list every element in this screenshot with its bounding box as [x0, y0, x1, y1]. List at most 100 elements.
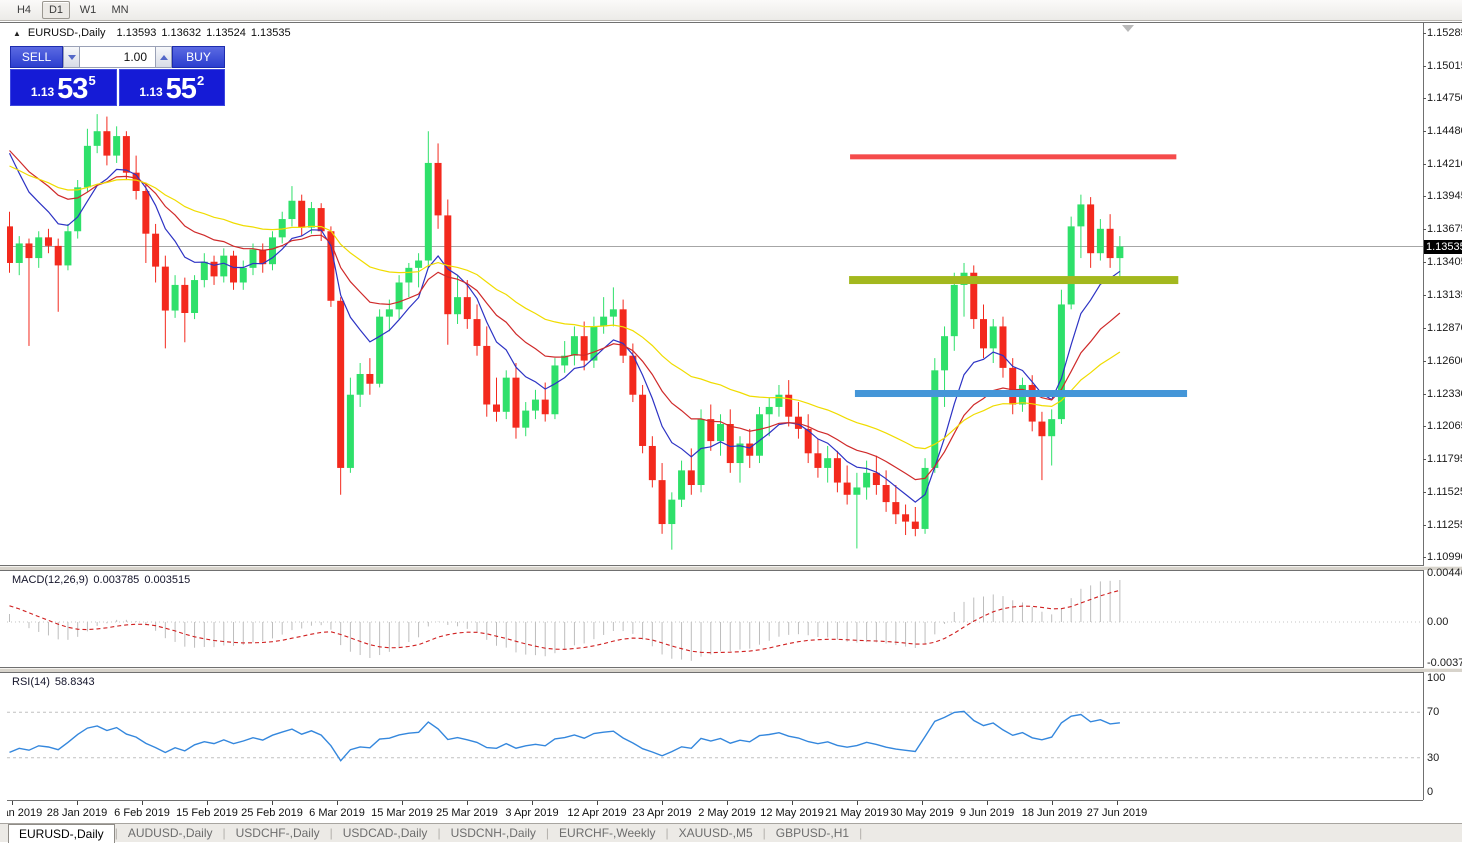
- macd-axis-label: 0.00: [1427, 616, 1449, 628]
- date-axis-label: 28 Jan 2019: [46, 807, 108, 819]
- current-price-tag: 1.13535: [1424, 239, 1462, 254]
- pane-border: [0, 667, 1423, 668]
- scroll-to-end-icon[interactable]: [1122, 25, 1134, 32]
- price-axis-label: 1.14210: [1427, 158, 1462, 171]
- macd-pane-splitter[interactable]: [0, 566, 1462, 570]
- ohlc-low: 1.13524: [206, 27, 246, 39]
- timeframe-toolbar: H4 D1 W1 MN: [0, 0, 1462, 21]
- buy-price-big: 55: [165, 73, 197, 105]
- buy-price-prefix: 1.13: [139, 85, 163, 99]
- rsi-axis-label: 70: [1427, 706, 1440, 719]
- date-axis-tick: [532, 801, 533, 805]
- date-axis-label: 6 Feb 2019: [114, 807, 170, 819]
- date-axis-tick: [272, 801, 273, 805]
- sell-price-box[interactable]: 1.13 53 5: [10, 69, 117, 106]
- pane-border: [0, 565, 1423, 566]
- date-axis-label: 2 May 2019: [698, 807, 756, 819]
- macd-value-main: 0.003785: [93, 574, 140, 586]
- chevron-down-icon: [67, 54, 76, 60]
- sell-price-pip: 5: [88, 73, 96, 88]
- chart-symbol-period: EURUSD-,Daily: [27, 27, 106, 39]
- volume-input[interactable]: 1.00: [80, 46, 155, 68]
- collapse-indicator-icon[interactable]: ▲: [13, 28, 21, 38]
- date-axis-tick: [727, 801, 728, 805]
- chart-tab-xauusd-m5[interactable]: XAUUSD-,M5: [678, 826, 753, 840]
- date-axis-tick: [597, 801, 598, 805]
- date-axis-label: 23 Apr 2019: [632, 807, 692, 819]
- price-axis-label: 1.14480: [1427, 125, 1462, 138]
- sell-button[interactable]: SELL: [10, 46, 63, 68]
- buy-price-pip: 2: [196, 73, 205, 88]
- date-axis-label: 12 May 2019: [760, 807, 824, 819]
- price-axis-tick: [1423, 295, 1426, 297]
- rsi-name: RSI(14): [12, 676, 50, 688]
- rsi-pane-splitter[interactable]: [0, 668, 1462, 672]
- price-chart-pane[interactable]: [7, 23, 1423, 565]
- price-axis-tick: [1423, 33, 1426, 34]
- price-axis-label: 1.12330: [1427, 387, 1462, 400]
- ohlc-open: 1.13593: [116, 27, 157, 39]
- buy-price-box[interactable]: 1.13 55 2: [118, 69, 225, 106]
- macd-label: MACD(12,26,9) 0.003785 0.003515: [12, 574, 190, 586]
- ohlc-close: 1.13535: [250, 27, 291, 39]
- chart-tab-bar: EURUSD-,Daily | AUDUSD-,Daily | USDCHF-,Dail…: [0, 823, 1462, 843]
- volume-decrease-button[interactable]: [63, 46, 80, 68]
- rsi-axis-label: 100: [1427, 672, 1446, 684]
- date-axis-label: 30 May 2019: [890, 807, 954, 819]
- chart-tab-gbpusd-h1[interactable]: GBPUSD-,H1: [775, 826, 850, 840]
- price-axis-tick: [1423, 524, 1426, 526]
- date-axis-tick: [1117, 801, 1118, 805]
- price-axis-tick: [1423, 262, 1426, 264]
- price-axis-tick: [1423, 327, 1426, 329]
- date-axis-label: 15 Mar 2019: [371, 807, 433, 819]
- price-axis-label: 1.12065: [1427, 419, 1462, 432]
- price-axis-tick: [1423, 360, 1426, 362]
- date-axis-label: 21 May 2019: [825, 807, 889, 819]
- volume-increase-button[interactable]: [155, 46, 172, 68]
- rsi-pane[interactable]: [7, 673, 1423, 800]
- price-axis-separator: [1423, 22, 1424, 800]
- date-axis-label: 25 Mar 2019: [436, 807, 498, 819]
- sell-price-prefix: 1.13: [30, 85, 55, 99]
- chart-tab-eurusd-daily[interactable]: EURUSD-,Daily: [8, 824, 115, 843]
- chart-tab-audusd-daily[interactable]: AUDUSD-,Daily: [127, 826, 213, 840]
- date-axis-tick: [402, 801, 403, 805]
- timeframe-button-h4[interactable]: H4: [16, 4, 32, 16]
- pane-border: [0, 570, 1423, 571]
- tab-separator: |: [859, 826, 863, 840]
- rsi-label: RSI(14) 58.8343: [12, 676, 95, 688]
- chart-tab-usdchf-daily[interactable]: USDCHF-,Daily: [235, 826, 320, 840]
- price-axis-tick: [1423, 65, 1426, 67]
- chart-top-border: [0, 22, 1462, 23]
- buy-button[interactable]: BUY: [172, 46, 225, 68]
- price-axis-label: 1.13675: [1427, 223, 1462, 236]
- price-axis-tick: [1423, 556, 1426, 558]
- price-axis-label: 1.12600: [1427, 354, 1462, 367]
- rsi-axis-label: 0: [1427, 786, 1434, 798]
- price-axis-label: 1.14750: [1427, 92, 1462, 105]
- pane-border: [0, 672, 1423, 673]
- date-axis-tick: [922, 801, 923, 805]
- timeframe-button-d1[interactable]: D1: [42, 1, 70, 19]
- chart-tab-usdcad-daily[interactable]: USDCAD-,Daily: [342, 826, 428, 840]
- date-axis-tick: [207, 801, 208, 805]
- date-axis-label: 9 Jun 2019: [959, 807, 1015, 819]
- tab-separator: |: [222, 826, 226, 840]
- macd-pane[interactable]: [7, 571, 1423, 667]
- timeframe-button-w1[interactable]: W1: [79, 4, 97, 16]
- rsi-axis-label: 30: [1427, 751, 1440, 764]
- date-axis-label: 18 Jun 2019: [1021, 807, 1083, 819]
- date-axis-label: 25 Feb 2019: [241, 807, 303, 819]
- tab-separator: |: [329, 826, 333, 840]
- macd-name: MACD(12,26,9): [12, 574, 89, 586]
- date-axis-label: 27 Jun 2019: [1086, 807, 1148, 819]
- chart-tab-eurchf-weekly[interactable]: EURCHF-,Weekly: [559, 826, 656, 840]
- timeframe-button-mn[interactable]: MN: [111, 4, 129, 16]
- tab-separator: |: [665, 826, 669, 840]
- price-axis-label: 1.15015: [1427, 59, 1462, 72]
- date-axis-tick: [987, 801, 988, 805]
- price-axis-tick: [1423, 229, 1426, 231]
- chart-tab-usdcnh-daily[interactable]: USDCNH-,Daily: [450, 826, 536, 840]
- price-axis-label: 1.13405: [1427, 256, 1462, 269]
